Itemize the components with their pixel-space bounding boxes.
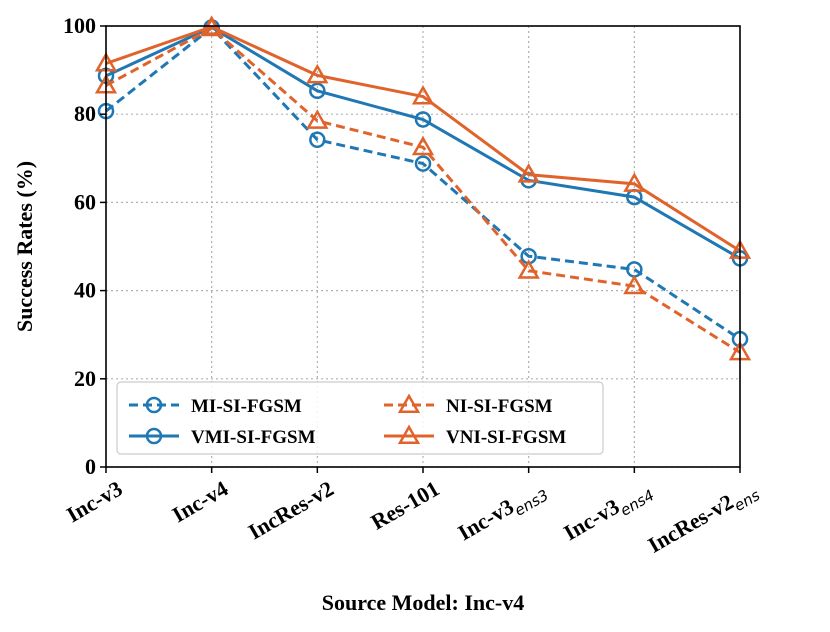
series-vni-si-fgsm xyxy=(94,15,752,259)
x-tick-main: Inc-v4 xyxy=(168,476,232,528)
y-tick-label: 20 xyxy=(74,366,96,391)
legend-swatch-marker xyxy=(145,396,163,414)
data-point xyxy=(517,259,540,279)
x-tick-main: Res-101 xyxy=(366,476,443,535)
data-point xyxy=(414,111,432,128)
data-point xyxy=(414,155,432,172)
x-tick-label: Inc-v4 xyxy=(168,476,232,528)
data-point xyxy=(623,274,646,295)
data-point xyxy=(309,131,326,149)
x-tick-label: Inc-v3ens3 xyxy=(454,476,552,550)
y-axis-title: Success Rates (%) xyxy=(12,161,37,332)
legend: MI-SI-FGSM NI-SI-FGSM VMI-SI-FGSM VNI-SI-FG… xyxy=(116,381,604,455)
data-point xyxy=(411,135,435,156)
data-point xyxy=(623,172,646,192)
data-point xyxy=(517,163,540,183)
x-tick-label: IncRes-v2 xyxy=(244,476,338,545)
series-line xyxy=(105,25,741,253)
data-point xyxy=(411,85,435,105)
legend-box xyxy=(116,381,604,455)
legend-label: VMI-SI-FGSM xyxy=(191,427,316,448)
x-tick-subscript: ens3 xyxy=(511,486,551,520)
y-tick-label: 40 xyxy=(74,278,96,303)
x-tick-label: Res-101 xyxy=(366,476,443,535)
x-tick-main: Inc-v3 xyxy=(62,476,126,528)
x-tick-main: IncRes-v2 xyxy=(643,489,737,558)
series-layer xyxy=(94,15,752,361)
y-ticks: 0 20 40 60 80 100 xyxy=(63,13,106,479)
legend-label: MI-SI-FGSM xyxy=(191,396,302,417)
x-tick-main: IncRes-v2 xyxy=(244,476,338,545)
data-point xyxy=(626,261,643,278)
x-ticks: Inc-v3 Inc-v4 IncRes-v2 Res-101 Inc-v3ens3 In… xyxy=(62,467,763,562)
data-point xyxy=(306,109,329,129)
legend-swatch-marker xyxy=(397,393,421,413)
x-tick-label: Inc-v3ens4 xyxy=(559,476,657,550)
data-point xyxy=(309,82,326,100)
legend-label: VNI-SI-FGSM xyxy=(446,427,566,448)
x-tick-main: Inc-v3 xyxy=(559,494,623,546)
legend-swatch-marker xyxy=(145,427,163,445)
x-tick-label: Inc-v3 xyxy=(62,476,126,528)
series-ni-si-fgsm xyxy=(94,16,752,361)
y-tick-label: 100 xyxy=(63,13,96,38)
x-tick-subscript: ens4 xyxy=(617,486,657,520)
data-point xyxy=(306,63,329,84)
x-tick-label: IncRes-v2ens xyxy=(643,476,763,562)
y-tick-label: 60 xyxy=(74,189,96,214)
x-tick-main: Inc-v3 xyxy=(454,494,518,546)
y-tick-label: 80 xyxy=(74,101,96,126)
y-tick-label: 0 xyxy=(85,454,96,479)
legend-label: NI-SI-FGSM xyxy=(446,396,553,417)
legend-swatch-marker xyxy=(397,424,421,444)
x-axis-title: Source Model: Inc-v4 xyxy=(322,590,524,615)
